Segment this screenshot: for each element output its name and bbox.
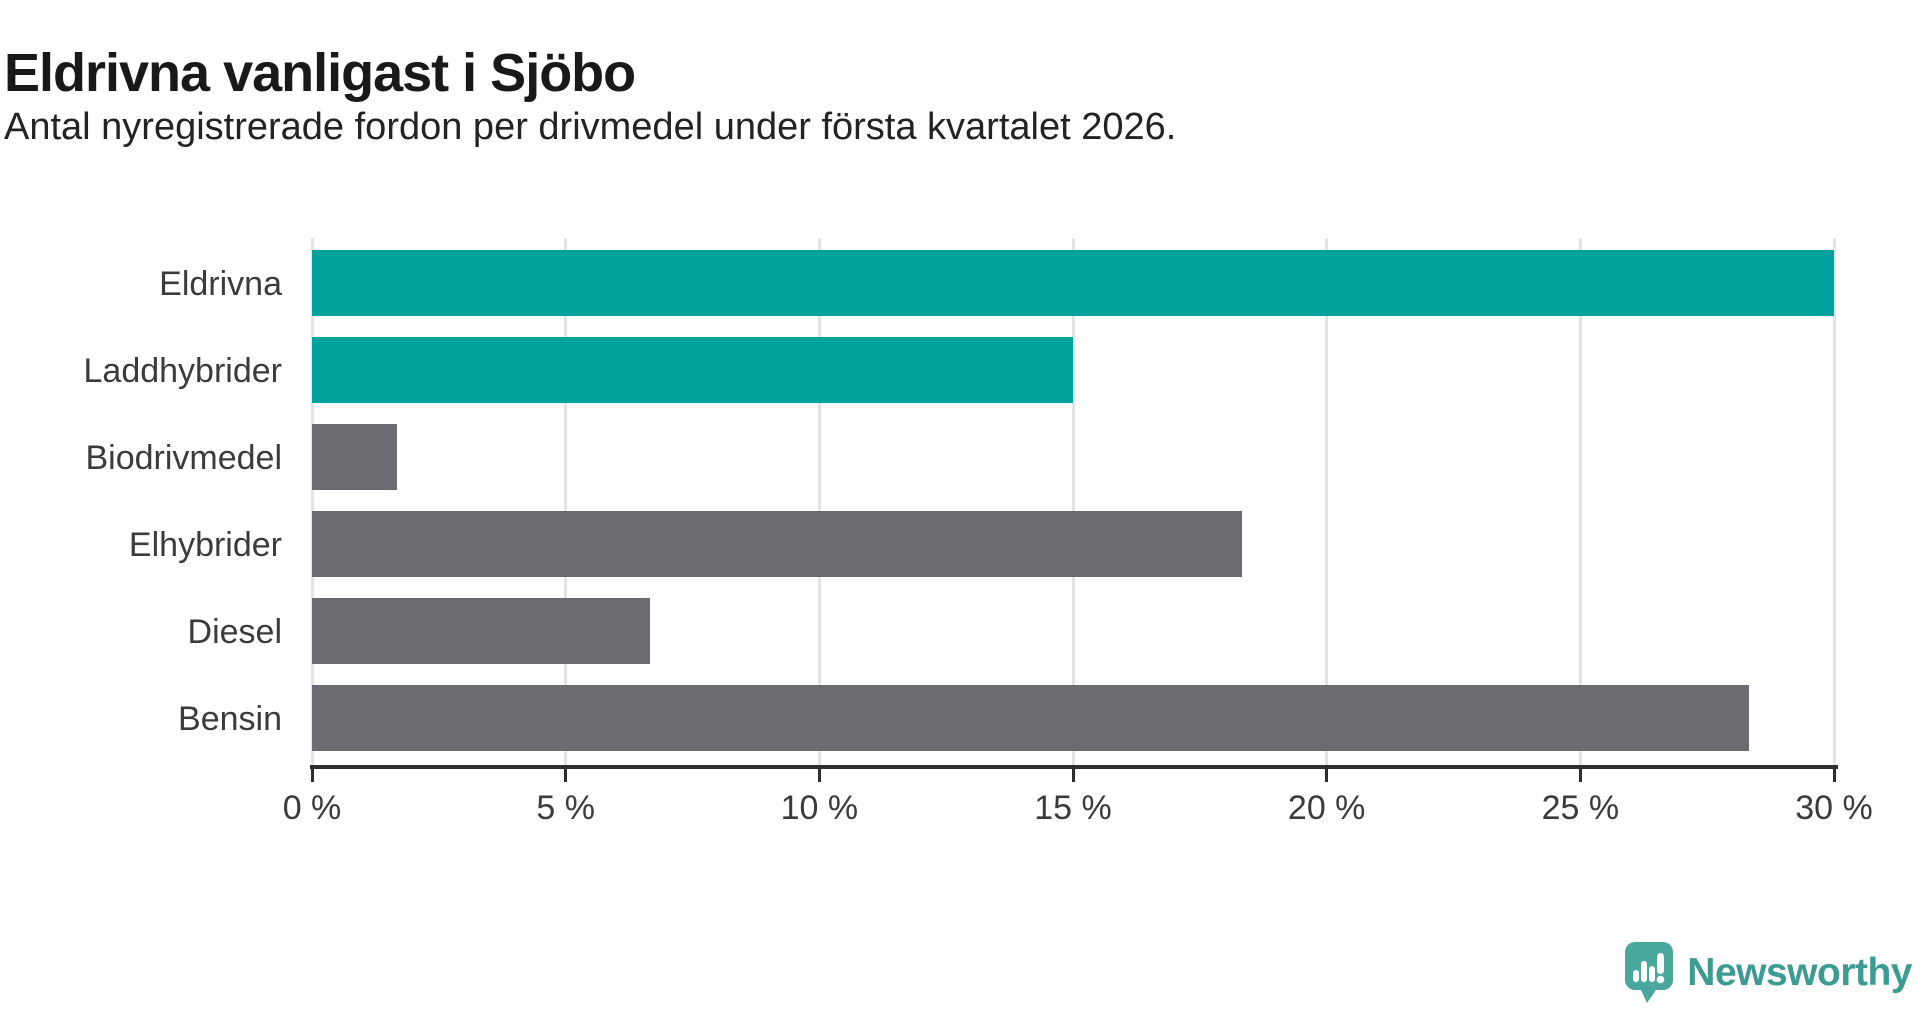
bar-diesel bbox=[312, 598, 651, 664]
x-tick-label-10: 10 % bbox=[780, 789, 859, 827]
category-label-eldrivna: Eldrivna bbox=[159, 265, 282, 303]
newsworthy-bubble-chart-icon bbox=[1625, 942, 1674, 1003]
x-tick-label-30: 30 % bbox=[1795, 789, 1873, 827]
gridline-15 bbox=[1071, 238, 1075, 765]
bar-biodrivmedel bbox=[312, 424, 397, 490]
gridline-5 bbox=[564, 238, 568, 765]
x-tick-0 bbox=[310, 769, 314, 782]
newsworthy-logo-text: Newsworthy bbox=[1687, 951, 1912, 994]
chart-subtitle: Antal nyregistrerade fordon per drivmede… bbox=[4, 106, 1177, 148]
gridline-20 bbox=[1325, 238, 1329, 765]
category-label-bensin: Bensin bbox=[178, 700, 282, 738]
x-tick-5 bbox=[564, 769, 568, 782]
gridline-0 bbox=[310, 238, 314, 765]
category-label-elhybrider: Elhybrider bbox=[128, 526, 282, 564]
x-tick-10 bbox=[817, 769, 821, 782]
x-tick-25 bbox=[1578, 769, 1582, 782]
x-tick-20 bbox=[1325, 769, 1329, 782]
x-tick-30 bbox=[1832, 769, 1836, 782]
x-axis-line bbox=[310, 765, 1838, 769]
chart-title: Eldrivna vanligast i Sjöbo bbox=[4, 43, 636, 104]
category-label-biodrivmedel: Biodrivmedel bbox=[85, 439, 282, 477]
gridline-10 bbox=[817, 238, 821, 765]
bar-elhybrider bbox=[312, 511, 1242, 577]
category-label-laddhybrider: Laddhybrider bbox=[83, 352, 282, 390]
gridline-30 bbox=[1832, 238, 1836, 765]
x-tick-label-25: 25 % bbox=[1541, 789, 1620, 827]
newsworthy-logo: Newsworthy bbox=[1625, 942, 1912, 1004]
x-tick-label-0: 0 % bbox=[282, 789, 342, 827]
x-tick-15 bbox=[1071, 769, 1075, 782]
category-label-diesel: Diesel bbox=[187, 613, 282, 651]
bar-eldrivna bbox=[312, 250, 1834, 316]
x-tick-label-20: 20 % bbox=[1287, 789, 1366, 827]
x-tick-label-5: 5 % bbox=[536, 789, 595, 827]
bar-bensin bbox=[312, 685, 1750, 751]
x-tick-label-15: 15 % bbox=[1034, 789, 1112, 827]
bar-laddhybrider bbox=[312, 337, 1073, 403]
gridline-25 bbox=[1578, 238, 1582, 765]
